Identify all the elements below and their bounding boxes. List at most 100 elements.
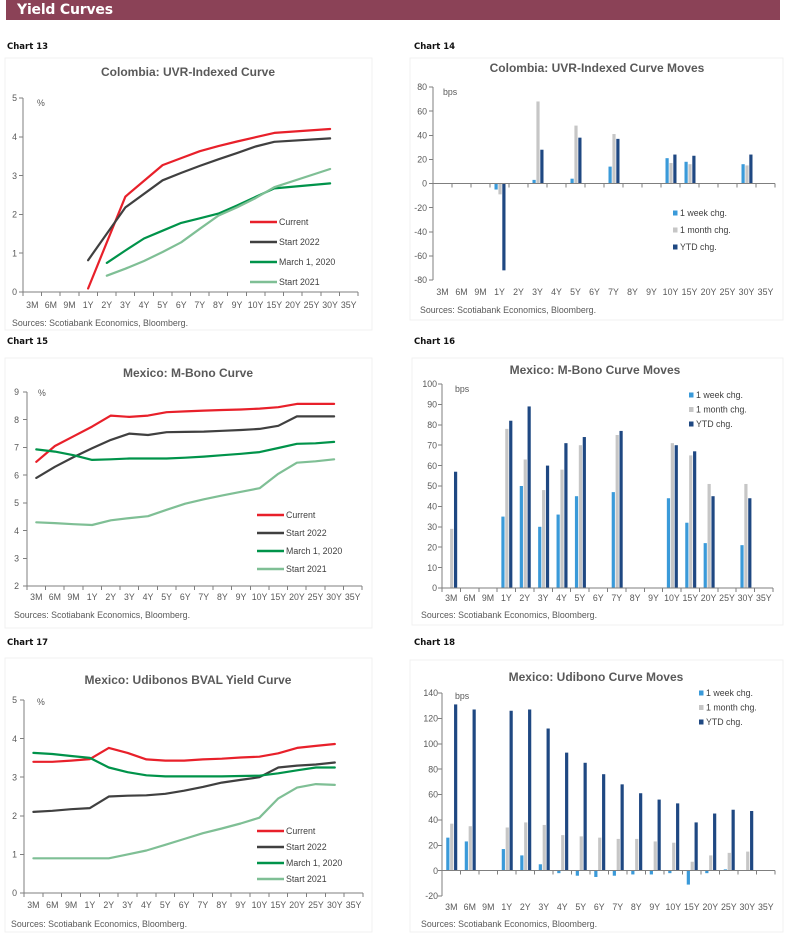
x-tick-label: 15Y xyxy=(684,902,700,912)
x-tick-label: 25Y xyxy=(720,287,736,297)
bar-ytd-chg-7y xyxy=(616,138,620,184)
bar-ytd-chg-10y xyxy=(673,154,677,184)
bar-1-week-chg-7y xyxy=(608,166,612,184)
legend-label-march-1-2020: March 1, 2020 xyxy=(279,257,335,267)
x-tick-label: 15Y xyxy=(682,593,698,603)
y-tick-label: 20 xyxy=(427,542,437,552)
series-line-start-2022 xyxy=(35,415,336,479)
x-tick-label: 4Y xyxy=(557,902,568,912)
y-unit-label: % xyxy=(37,98,45,108)
x-tick-label: 8Y xyxy=(630,593,641,603)
legend-label-march-1-2020: March 1, 2020 xyxy=(286,858,342,868)
bar-ytd-chg-6m xyxy=(472,709,476,871)
x-tick-label: 6Y xyxy=(176,300,187,310)
x-tick-label: 3M xyxy=(436,287,448,297)
x-tick-label: 15Y xyxy=(266,300,282,310)
x-tick-label: 5Y xyxy=(157,300,168,310)
legend-label-start-2021: Start 2021 xyxy=(286,874,327,884)
x-tick-label: 7Y xyxy=(198,900,209,910)
x-tick-label: 6M xyxy=(45,300,57,310)
y-tick-label: -80 xyxy=(414,275,427,285)
x-tick-label: 7Y xyxy=(612,902,623,912)
bar-1-month-chg-1y xyxy=(505,827,509,871)
mexico-mbono-curve-moves-chart: Mexico: M-Bono Curve Moves bps 0 10 20 30 40 50… xyxy=(411,357,784,626)
x-tick-label: 3Y xyxy=(122,900,133,910)
bar-1-month-chg-3m xyxy=(450,528,454,588)
legend-label-1-week-chg: 1 week chg. xyxy=(706,688,753,698)
x-tick-label: 6M xyxy=(46,900,58,910)
series-line-current xyxy=(86,127,332,290)
x-tick-label: 30Y xyxy=(739,902,755,912)
legend-label-start-2022: Start 2022 xyxy=(286,528,327,538)
y-tick-label: 3 xyxy=(12,171,17,181)
bar-1-week-chg-10y xyxy=(665,158,669,184)
x-tick-label: 10Y xyxy=(248,300,264,310)
bar-1-month-chg-8y xyxy=(635,838,639,871)
bar-ytd-chg-20y xyxy=(711,496,715,588)
y-tick-label: 2 xyxy=(12,210,17,220)
y-unit-label: bps xyxy=(443,87,458,97)
bar-1-week-chg-4y xyxy=(556,514,560,588)
x-tick-label: 25Y xyxy=(308,900,324,910)
bar-1-month-chg-10y xyxy=(670,443,674,588)
colombia-uvr-curve-moves-chart: Colombia: UVR-Indexed Curve Moves bps -80 -… xyxy=(409,57,784,321)
bar-ytd-chg-15y xyxy=(693,451,697,588)
chart-14-label: Chart 14 xyxy=(414,42,456,52)
x-tick-label: 20Y xyxy=(701,287,717,297)
bar-1-week-chg-1y xyxy=(494,183,498,190)
x-tick-label: 25Y xyxy=(721,902,737,912)
bar-1-week-chg-3y xyxy=(538,864,542,871)
legend-label-1-month-chg: 1 month chg. xyxy=(680,225,731,235)
bar-1-week-chg-4y xyxy=(557,870,561,874)
bar-1-week-chg-9y xyxy=(649,870,653,875)
x-tick-label: 35Y xyxy=(756,593,772,603)
y-unit-label: % xyxy=(38,388,46,398)
x-tick-label: 6Y xyxy=(593,593,604,603)
bar-ytd-chg-30y xyxy=(750,810,754,871)
series-line-march-1-2020 xyxy=(32,751,336,778)
x-tick-label: 7Y xyxy=(194,300,205,310)
x-tick-label: 30Y xyxy=(327,900,343,910)
y-tick-label: 100 xyxy=(423,739,438,749)
y-tick-label: 1 xyxy=(12,248,17,258)
bar-1-month-chg-2y xyxy=(523,459,527,588)
bar-ytd-chg-2y xyxy=(528,709,532,871)
bar-1-month-chg-20y xyxy=(709,855,713,871)
x-tick-label: 30Y xyxy=(326,592,342,602)
bar-1-month-chg-15y xyxy=(690,861,694,871)
x-tick-label: 4Y xyxy=(556,593,567,603)
bar-1-week-chg-15y xyxy=(686,870,690,885)
x-tick-label: 9Y xyxy=(646,287,657,297)
series-line-current xyxy=(32,742,336,763)
bar-ytd-chg-9y xyxy=(657,799,661,871)
x-tick-label: 6M xyxy=(463,593,475,603)
x-tick-label: 3Y xyxy=(532,287,543,297)
x-tick-label: 4Y xyxy=(139,300,150,310)
y-tick-label: 3 xyxy=(12,772,17,782)
legend-swatch-1-week-chg xyxy=(699,690,704,696)
bar-1-week-chg-10y xyxy=(668,870,672,874)
legend-swatch-1-week-chg xyxy=(673,210,678,216)
bar-ytd-chg-3m xyxy=(453,471,458,588)
bar-1-month-chg-2y xyxy=(524,822,528,871)
x-tick-label: 4Y xyxy=(551,287,562,297)
bar-ytd-chg-30y xyxy=(749,154,753,184)
source-note: Sources: Scotiabank Economics, Bloomberg… xyxy=(12,318,188,328)
bar-1-month-chg-5y xyxy=(578,445,583,588)
x-tick-label: 3Y xyxy=(538,593,549,603)
bar-ytd-chg-7y xyxy=(619,430,623,588)
legend-label-1-month-chg: 1 month chg. xyxy=(706,703,757,713)
x-tick-label: 2Y xyxy=(105,592,116,602)
bar-1-month-chg-7y xyxy=(616,838,620,871)
y-tick-label: 2 xyxy=(12,811,17,821)
x-tick-label: 5Y xyxy=(160,900,171,910)
legend-label-start-2022: Start 2022 xyxy=(279,237,320,247)
bar-1-week-chg-5y xyxy=(574,496,579,588)
bar-ytd-chg-3y xyxy=(545,465,550,588)
chart-frame xyxy=(4,657,373,933)
x-tick-label: 1Y xyxy=(85,900,96,910)
y-tick-label: 7 xyxy=(14,443,19,453)
y-tick-label: 3 xyxy=(14,554,19,564)
bar-ytd-chg-3y xyxy=(540,149,544,184)
y-unit-label: bps xyxy=(455,384,470,394)
